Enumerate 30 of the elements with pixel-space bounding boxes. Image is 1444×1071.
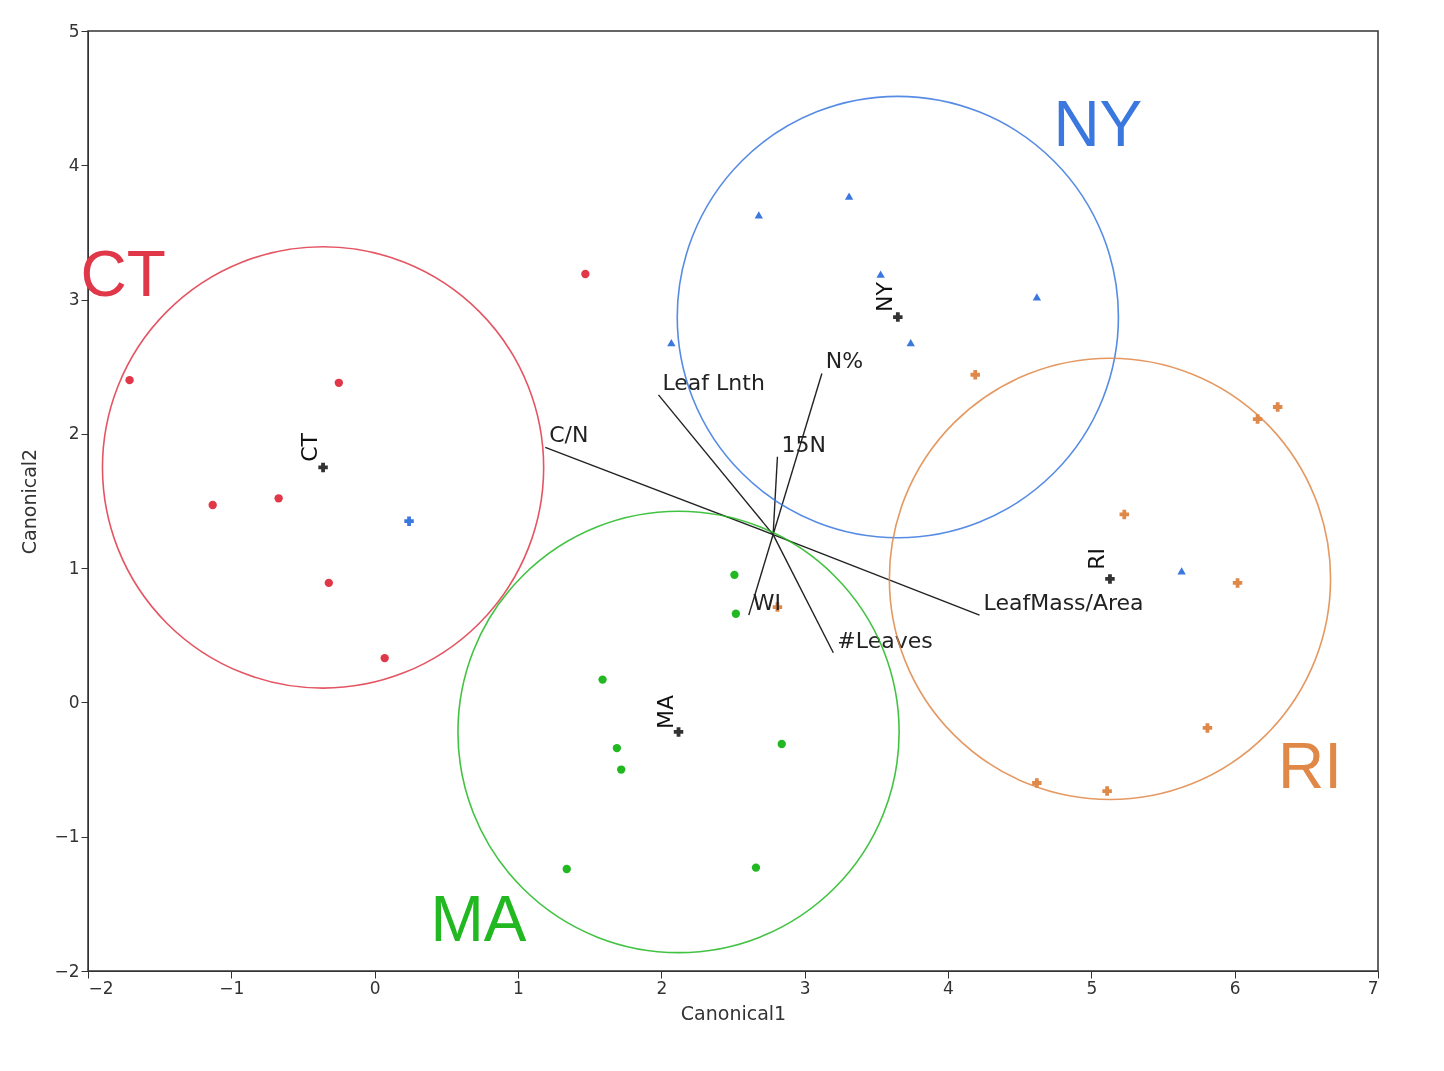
data-label: RI [1083,548,1109,570]
x-tick-label: 6 [1229,977,1241,998]
y-tick-label: 4 [68,154,80,175]
x-tick-label: 2 [656,977,668,998]
x-tick-label: −2 [88,977,114,998]
y-tick-label: 3 [68,289,80,310]
series-label: MA [430,882,527,955]
series-label: LeafMass/Area [983,590,1144,616]
y-tick-label: 0 [68,691,80,712]
x-tick-label: 1 [513,977,524,998]
y-tick-label: 2 [68,423,80,444]
y-tick-label: 1 [68,557,80,578]
data-label: NY [871,281,897,312]
x-tick-label: 5 [1086,977,1098,998]
y-tick-label: 5 [68,20,80,41]
text: NY [1053,88,1143,161]
data-label: MA [652,694,678,729]
y-axis-title: Canonical2 [18,448,41,555]
y-tick-label: −1 [54,826,80,847]
x-tick-label: 4 [943,977,954,998]
series-label: C/N [549,422,589,448]
x-tick-label: 7 [1367,977,1379,998]
series-label: N% [825,348,864,374]
x-tick-label: −1 [219,977,245,998]
y-tick-label: −2 [54,960,80,981]
x-tick-label: 0 [369,977,381,998]
x-tick-label: 3 [799,977,811,998]
series-label: RI [1277,729,1342,802]
data-label: CT [297,432,323,462]
x-axis-title: Canonical1 [680,1001,787,1024]
